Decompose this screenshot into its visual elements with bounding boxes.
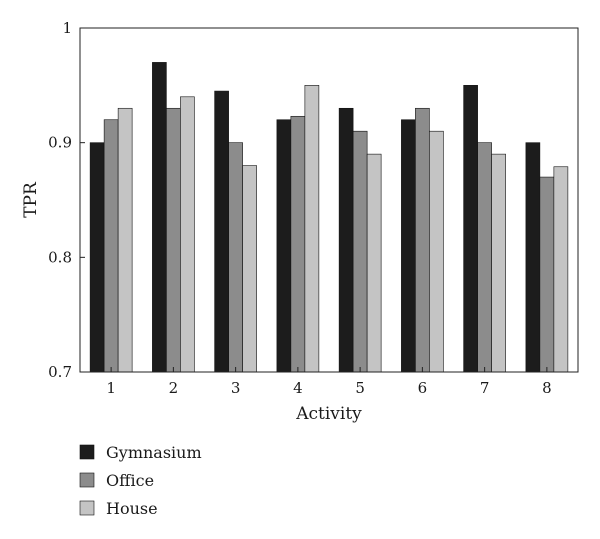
x-tick-label: 3 (231, 379, 241, 397)
bar-gymnasium-1 (89, 142, 105, 373)
y-tick-label: 0.9 (48, 134, 72, 152)
x-tick-label: 7 (480, 379, 490, 397)
bars-group (89, 62, 569, 373)
legend-label-house: House (106, 499, 158, 518)
bar-office-6 (415, 107, 430, 373)
bar-house-8 (553, 166, 569, 373)
legend-label-office: Office (106, 471, 154, 490)
bar-gymnasium-3 (214, 90, 229, 373)
bar-gymnasium-8 (525, 142, 541, 373)
bar-office-2 (166, 107, 181, 373)
y-tick-label: 0.7 (48, 363, 72, 381)
bar-office-8 (539, 176, 555, 373)
y-axis-label: TPR (21, 181, 41, 218)
plot-frame (79, 27, 579, 373)
x-axis-label: Activity (295, 404, 362, 424)
y-tick-label: 1 (62, 19, 72, 37)
bar-office-7 (477, 142, 492, 373)
bar-office-1 (103, 119, 119, 373)
x-tick-label: 4 (293, 379, 303, 397)
bar-house-6 (429, 130, 444, 373)
y-tick-label: 0.8 (48, 248, 72, 266)
bar-office-5 (352, 130, 368, 373)
bar-house-1 (117, 107, 133, 373)
x-tick-label: 8 (542, 379, 552, 397)
x-axis: 1 2 3 4 5 6 7 8 (106, 367, 552, 397)
legend-label-gymnasium: Gymnasium (106, 443, 202, 462)
legend-swatch-house (79, 500, 95, 516)
y-axis: 0.7 0.8 0.9 1 (48, 19, 85, 381)
bar-gymnasium-6 (401, 119, 416, 373)
bar-house-7 (491, 153, 506, 373)
legend-swatch-gymnasium (79, 444, 95, 460)
bar-gymnasium-4 (276, 119, 292, 373)
x-tick-label: 2 (169, 379, 179, 397)
bar-house-5 (366, 153, 382, 373)
bar-gymnasium-7 (463, 85, 478, 373)
bar-gymnasium-5 (338, 107, 354, 373)
legend: Gymnasium Office House (79, 443, 202, 518)
bar-house-4 (304, 85, 320, 373)
x-tick-label: 1 (106, 379, 116, 397)
x-tick-label: 6 (418, 379, 428, 397)
bar-office-4 (290, 115, 306, 373)
bar-office-3 (228, 142, 243, 373)
x-tick-label: 5 (355, 379, 365, 397)
bar-gymnasium-2 (152, 62, 167, 373)
bar-house-2 (180, 96, 195, 373)
bar-house-3 (242, 165, 257, 373)
legend-swatch-office (79, 472, 95, 488)
